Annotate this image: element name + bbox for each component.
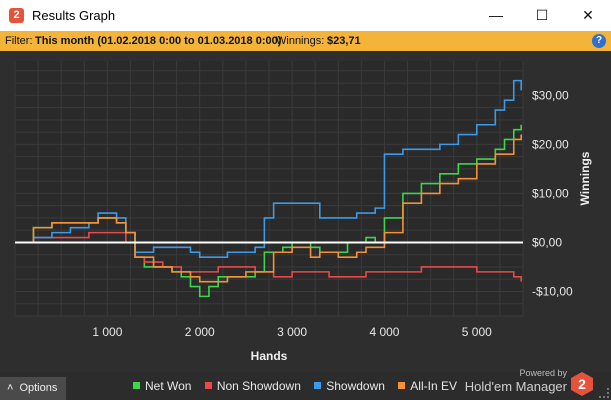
help-icon[interactable]: ?: [592, 34, 606, 48]
minimize-button[interactable]: —: [473, 0, 519, 31]
holdem-manager-logo-icon: 2: [571, 372, 593, 396]
y-axis-title: Winnings: [578, 151, 592, 205]
legend-swatch-all-in-ev: [398, 382, 406, 389]
close-icon: ✕: [582, 7, 594, 23]
filter-bar[interactable]: Filter: This month (01.02.2018 0:00 to 0…: [0, 31, 611, 51]
window-title: Results Graph: [32, 8, 116, 23]
legend-showdown[interactable]: Showdown: [314, 379, 385, 393]
resize-grip-icon[interactable]: [599, 388, 609, 398]
legend-label-net-won: Net Won: [145, 379, 192, 393]
x-tick-label: 5 000: [462, 325, 492, 339]
legend-all-in-ev[interactable]: All-In EV: [398, 379, 457, 393]
options-button[interactable]: ˄ Options: [0, 377, 66, 400]
minimize-icon: —: [489, 7, 503, 23]
winnings-value: $23,71: [327, 35, 361, 47]
legend-swatch-net-won: [133, 382, 140, 389]
legend-swatch-showdown: [314, 382, 322, 389]
filter-value: This month (01.02.2018 0:00 to 01.03.201…: [35, 35, 282, 47]
filter-label: Filter:: [5, 35, 33, 47]
results-chart-svg: 1 000 2 000 3 000 4 000 5 000 -$10,00 $0,00 $10…: [14, 61, 592, 363]
title-bar[interactable]: 2 Results Graph — ☐ ✕: [0, 0, 611, 32]
chart-legend: Net Won Non Showdown Showdown All-In EV: [133, 379, 467, 393]
x-tick-label: 3 000: [277, 325, 307, 339]
bottom-bar: ˄ Options Net Won Non Showdown Showdown A…: [0, 368, 611, 400]
results-chart: 1 000 2 000 3 000 4 000 5 000 -$10,00 $0,00 $10…: [0, 51, 611, 372]
y-tick-label: $30,00: [532, 88, 569, 102]
maximize-button[interactable]: ☐: [519, 0, 565, 31]
winnings-label: Winnings:: [276, 35, 325, 47]
legend-label-all-in-ev: All-In EV: [410, 379, 457, 393]
series-line-showdown: [15, 79, 522, 258]
legend-swatch-non-showdown: [204, 382, 212, 389]
close-button[interactable]: ✕: [565, 0, 611, 31]
x-tick-label: 2 000: [185, 325, 215, 339]
app-logo-icon: 2: [9, 8, 24, 23]
y-tick-label: $0,00: [532, 235, 562, 249]
y-tick-label: $10,00: [532, 186, 569, 200]
x-tick-label: 1 000: [92, 325, 122, 339]
x-axis-title: Hands: [251, 349, 288, 363]
powered-by-text: Powered by: [519, 368, 567, 378]
y-tick-label: $20,00: [532, 137, 569, 151]
maximize-icon: ☐: [535, 7, 549, 23]
x-tick-label: 4 000: [369, 325, 399, 339]
legend-label-showdown: Showdown: [326, 379, 385, 393]
series-line-all-in-ev: [15, 134, 522, 283]
chevron-up-icon: ˄: [7, 382, 14, 394]
options-label: Options: [19, 382, 58, 394]
legend-net-won[interactable]: Net Won: [133, 379, 191, 393]
brand-name: Hold'em Manager: [464, 379, 567, 394]
legend-non-showdown[interactable]: Non Showdown: [204, 379, 301, 393]
y-tick-label: -$10,00: [532, 284, 573, 298]
legend-label-non-showdown: Non Showdown: [216, 379, 301, 393]
